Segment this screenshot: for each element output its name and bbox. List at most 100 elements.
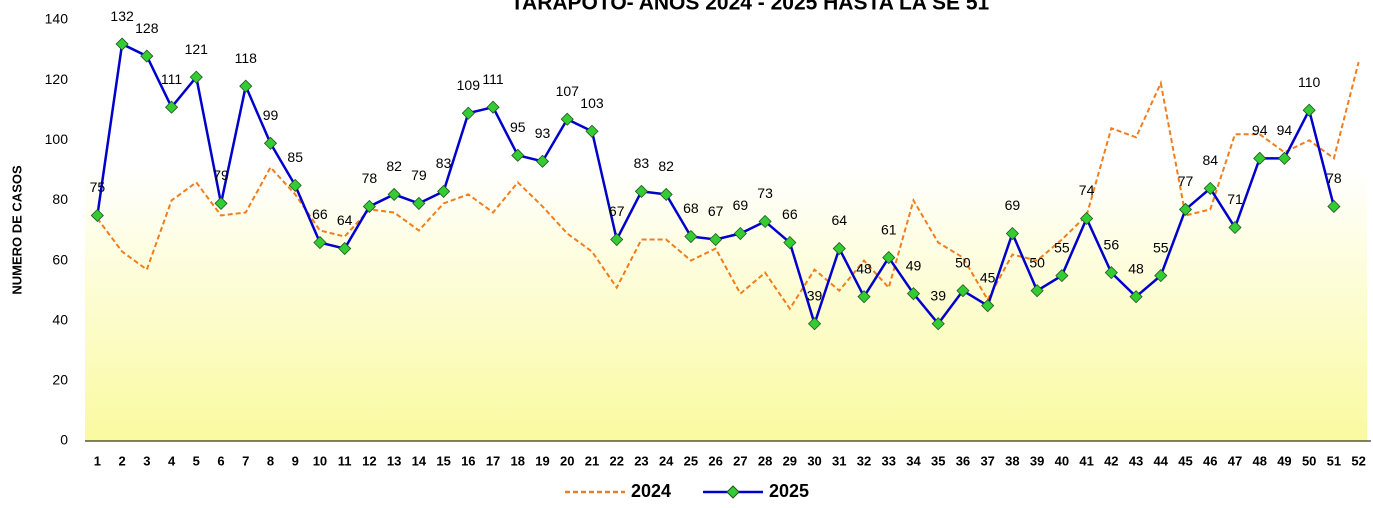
data-label: 48 <box>1128 260 1144 276</box>
legend-label: 2024 <box>631 481 671 501</box>
marker <box>585 124 599 138</box>
y-tick-label: 120 <box>45 71 69 87</box>
data-label: 85 <box>287 149 303 165</box>
x-tick-label: 14 <box>412 453 427 468</box>
data-label: 71 <box>1227 191 1243 207</box>
x-tick-label: 36 <box>956 453 970 468</box>
data-label: 79 <box>213 167 229 183</box>
marker <box>140 49 154 63</box>
marker <box>832 241 846 256</box>
chart-title: TARAPOTO- AÑOS 2024 - 2025 HASTA LA SE 5… <box>511 0 990 15</box>
x-tick-label: 41 <box>1079 453 1093 468</box>
data-label: 67 <box>609 203 625 219</box>
x-tick-label: 22 <box>609 453 623 468</box>
marker <box>610 232 624 247</box>
x-tick-label: 20 <box>560 453 574 468</box>
marker <box>807 317 822 331</box>
x-tick-label: 11 <box>338 453 352 468</box>
data-label: 69 <box>1005 197 1021 213</box>
data-label: 50 <box>1029 254 1045 270</box>
x-tick-label: 51 <box>1327 453 1341 468</box>
x-tick-label: 24 <box>659 453 674 468</box>
marker <box>164 100 179 114</box>
marker <box>1203 181 1217 195</box>
x-tick-label: 35 <box>931 453 945 468</box>
data-label: 111 <box>161 71 182 87</box>
marker <box>90 208 104 223</box>
x-tick-label: 3 <box>143 453 150 468</box>
y-axis-label: NUMERO DE CASOS <box>9 165 24 295</box>
data-label: 69 <box>733 197 749 213</box>
plot-area <box>85 20 1367 441</box>
marker <box>882 250 896 265</box>
data-label: 94 <box>1252 122 1268 138</box>
y-tick-label: 40 <box>52 311 68 327</box>
data-label: 83 <box>634 155 650 171</box>
x-tick-label: 33 <box>882 453 896 468</box>
x-tick-label: 44 <box>1154 453 1169 468</box>
x-tick-label: 45 <box>1178 453 1192 468</box>
marker <box>1154 269 1168 283</box>
marker <box>115 37 129 51</box>
x-tick-label: 8 <box>267 453 274 468</box>
x-tick-label: 27 <box>733 453 747 468</box>
x-tick-label: 10 <box>313 453 327 468</box>
marker <box>659 187 673 201</box>
data-label: 84 <box>1202 152 1218 168</box>
data-label: 79 <box>411 167 427 183</box>
x-tick-label: 38 <box>1005 453 1019 468</box>
marker <box>758 214 772 229</box>
marker <box>1005 226 1019 241</box>
data-label: 94 <box>1277 122 1293 138</box>
marker <box>956 284 970 298</box>
marker <box>931 317 945 331</box>
data-label: 48 <box>856 260 872 276</box>
data-label: 66 <box>312 206 328 222</box>
x-tick-label: 13 <box>387 453 401 468</box>
marker <box>313 235 327 250</box>
x-tick-label: 32 <box>857 453 871 468</box>
data-label: 103 <box>580 95 604 111</box>
x-tick-label: 9 <box>292 453 299 468</box>
marker <box>412 196 426 211</box>
x-tick-label: 52 <box>1351 453 1365 468</box>
data-label: 39 <box>930 287 946 303</box>
marker <box>1030 284 1044 298</box>
x-tick-label: 2 <box>118 453 125 468</box>
marker <box>189 70 203 84</box>
y-tick-label: 20 <box>52 372 68 388</box>
x-tick-label: 15 <box>436 453 450 468</box>
x-tick-label: 21 <box>585 453 599 468</box>
marker <box>634 184 649 198</box>
marker <box>486 100 500 114</box>
x-tick-label: 46 <box>1203 453 1217 468</box>
data-label: 49 <box>906 257 922 273</box>
legend-marker <box>726 485 740 499</box>
marker <box>1302 103 1316 117</box>
data-label: 73 <box>757 185 773 201</box>
data-label: 121 <box>185 41 209 57</box>
data-label: 61 <box>881 221 897 237</box>
x-tick-label: 42 <box>1104 453 1118 468</box>
data-label: 93 <box>535 125 551 141</box>
y-tick-label: 100 <box>45 131 69 147</box>
marker <box>1277 151 1292 165</box>
x-tick-label: 29 <box>783 453 797 468</box>
data-label: 50 <box>955 254 971 270</box>
data-label: 83 <box>436 155 452 171</box>
marker <box>437 184 451 198</box>
marker <box>362 199 376 214</box>
marker <box>461 106 475 120</box>
data-label: 55 <box>1054 239 1070 255</box>
data-label: 110 <box>1298 74 1321 90</box>
marker <box>288 178 302 192</box>
marker <box>1253 151 1267 165</box>
data-label: 64 <box>831 212 847 228</box>
data-label: 74 <box>1079 182 1095 198</box>
y-tick-label: 60 <box>52 251 68 267</box>
x-tick-label: 43 <box>1129 453 1143 468</box>
legend-label: 2025 <box>769 481 809 501</box>
marker <box>906 287 921 301</box>
x-tick-label: 18 <box>511 453 525 468</box>
